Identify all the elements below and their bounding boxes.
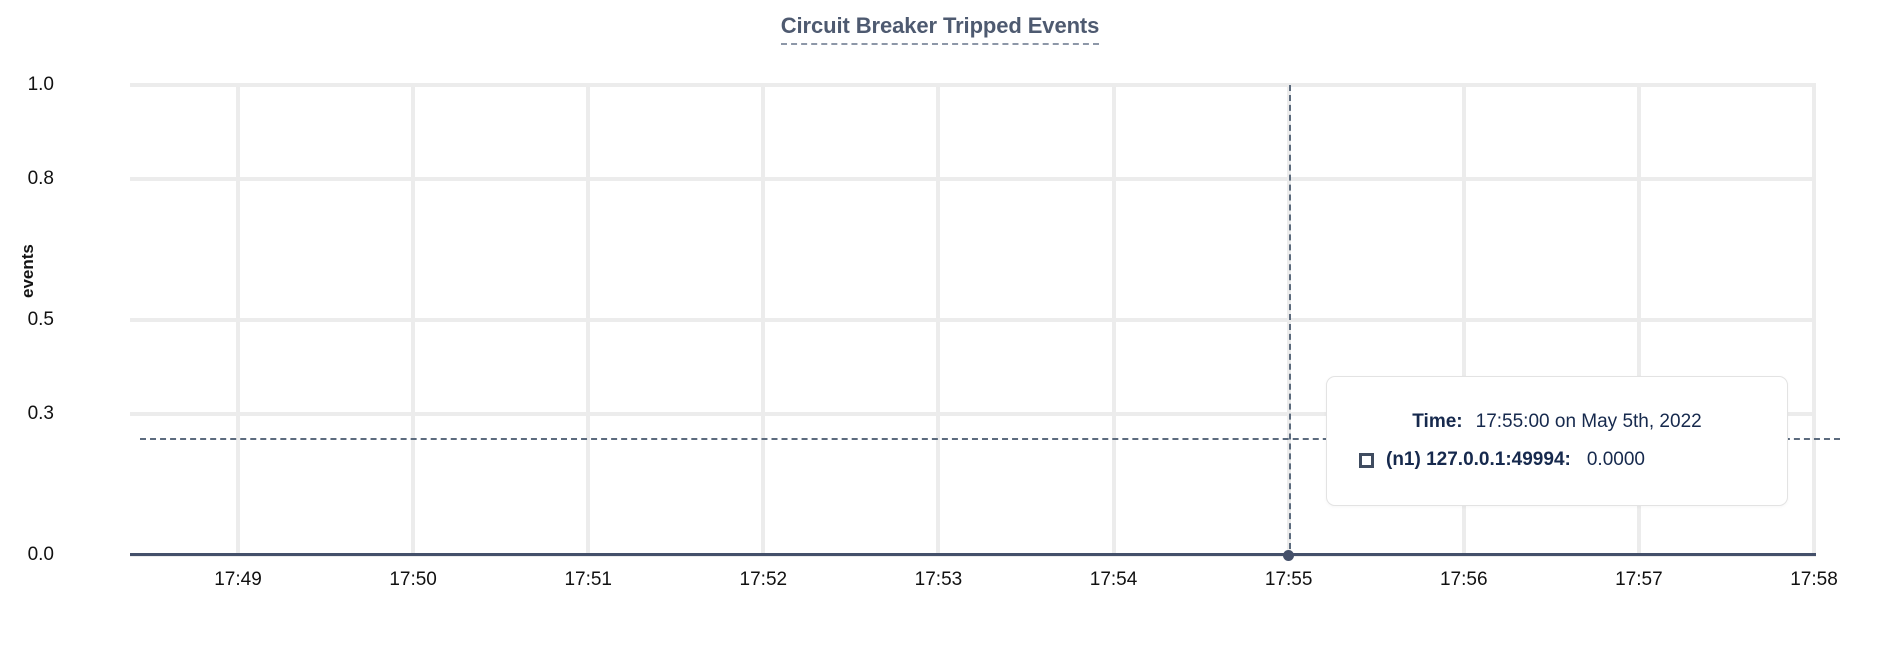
- hover-tooltip: Time: 17:55:00 on May 5th, 2022 (n1) 127…: [1326, 376, 1788, 506]
- chart-title-text: Circuit Breaker Tripped Events: [780, 13, 1099, 45]
- gridline-horizontal: [130, 318, 1816, 322]
- gridline-vertical: [236, 85, 240, 555]
- x-tick-label: 17:56: [1439, 569, 1488, 590]
- y-axis-label: events: [18, 244, 37, 298]
- gridline-vertical: [936, 85, 941, 555]
- crosshair-horizontal: [140, 437, 1840, 440]
- gridline-vertical: [586, 85, 591, 555]
- x-tick-label: 17:51: [564, 569, 612, 590]
- x-tick-label: 17:54: [1089, 569, 1138, 590]
- gridline-vertical: [411, 85, 416, 555]
- x-tick-label: 17:53: [914, 569, 963, 590]
- plot-area[interactable]: 1.0 0.8 0.5 0.3 0.0 17:49 17:50 17:51 17:52 17:5…: [28, 74, 1840, 590]
- gridline-vertical: [1636, 85, 1641, 555]
- highlighted-data-point[interactable]: [1283, 549, 1295, 561]
- x-tick-label: 17:52: [739, 569, 788, 590]
- gridline-vertical: [1461, 85, 1466, 555]
- gridline-horizontal: [130, 412, 1816, 416]
- gridline-horizontal: [130, 83, 1816, 87]
- x-tick-label: 17:55: [1264, 569, 1313, 590]
- y-tick-label: 0.3: [27, 403, 54, 424]
- x-tick-label: 17:49: [214, 569, 262, 590]
- tooltip-series-row: (n1) 127.0.0.1:49994: 0.0000: [1327, 441, 1787, 479]
- gridline-horizontal: [130, 177, 1816, 181]
- x-tick-label: 17:50: [389, 569, 437, 590]
- series-line: [130, 553, 1816, 556]
- x-tick-label: 17:57: [1615, 569, 1663, 590]
- y-tick-label: 1.0: [27, 74, 54, 95]
- gridline-vertical: [1812, 85, 1816, 555]
- chart-title: Circuit Breaker Tripped Events: [0, 13, 1880, 45]
- tooltip-time-label: Time:: [1412, 411, 1463, 432]
- gridline-vertical: [1111, 85, 1116, 555]
- x-tick-label: 17:58: [1790, 569, 1838, 590]
- y-tick-label: 0.8: [27, 168, 54, 189]
- tooltip-time-value: 17:55:00 on May 5th, 2022: [1475, 411, 1702, 432]
- tooltip-series-name: (n1) 127.0.0.1:49994:: [1386, 449, 1571, 470]
- gridline-vertical: [761, 85, 766, 555]
- y-tick-label: 0.0: [27, 544, 54, 565]
- legend-square-icon: [1359, 452, 1374, 468]
- tooltip-time-row: Time: 17:55:00 on May 5th, 2022: [1327, 403, 1787, 441]
- y-tick-label: 0.5: [27, 309, 54, 330]
- crosshair-vertical: [1288, 85, 1291, 559]
- tooltip-series-value: 0.0000: [1586, 449, 1645, 470]
